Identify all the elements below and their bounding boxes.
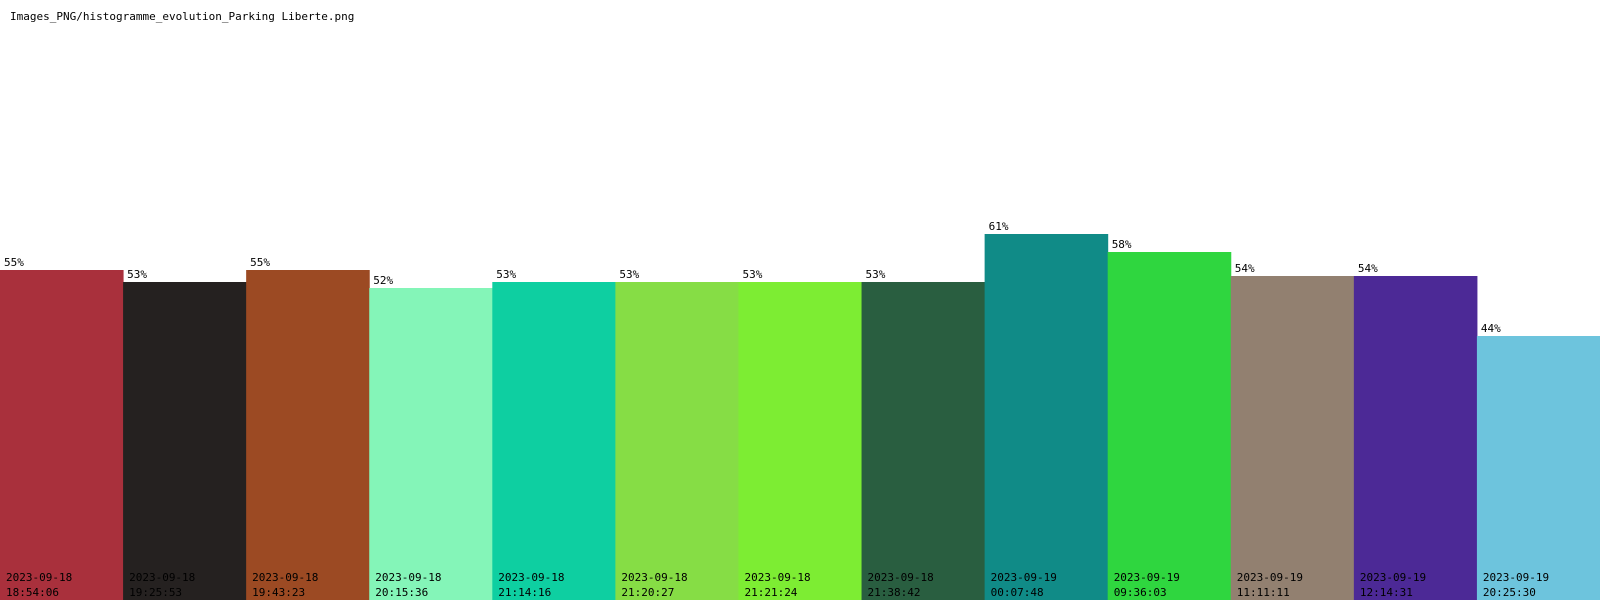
bar-time-label: 21:21:24	[744, 586, 797, 599]
bar-3	[369, 288, 493, 600]
bar-time-label: 09:36:03	[1114, 586, 1167, 599]
bar-5	[615, 282, 739, 600]
bar-9	[1107, 252, 1232, 600]
bar-value-label: 61%	[989, 220, 1009, 233]
bar-date-label: 2023-09-19	[1360, 571, 1426, 584]
bar-time-label: 18:54:06	[6, 586, 59, 599]
bar-6	[738, 282, 863, 600]
bar-time-label: 19:25:53	[129, 586, 182, 599]
bar-time-label: 11:11:11	[1237, 586, 1290, 599]
bar-date-label: 2023-09-19	[1237, 571, 1303, 584]
bar-date-label: 2023-09-19	[1483, 571, 1549, 584]
bar-8	[984, 234, 1109, 600]
bar-value-label: 54%	[1235, 262, 1255, 275]
bar-value-label: 53%	[619, 268, 639, 281]
bar-time-label: 20:25:30	[1483, 586, 1536, 599]
bar-value-label: 53%	[127, 268, 147, 281]
bar-12	[1476, 336, 1600, 600]
bar-date-label: 2023-09-18	[252, 571, 318, 584]
bar-value-label: 55%	[4, 256, 24, 269]
bar-date-label: 2023-09-18	[129, 571, 195, 584]
bar-value-label: 55%	[250, 256, 270, 269]
bar-10	[1230, 276, 1355, 600]
bar-11	[1353, 276, 1478, 600]
bar-value-label: 54%	[1358, 262, 1378, 275]
bar-time-label: 21:38:42	[868, 586, 921, 599]
bar-value-label: 53%	[742, 268, 762, 281]
bar-value-label: 58%	[1112, 238, 1132, 251]
bar-date-label: 2023-09-18	[744, 571, 810, 584]
bar-2	[246, 270, 370, 600]
bar-time-label: 21:20:27	[621, 586, 674, 599]
bar-date-label: 2023-09-19	[991, 571, 1057, 584]
bar-1	[123, 282, 247, 600]
bar-date-label: 2023-09-19	[1114, 571, 1180, 584]
bar-4	[492, 282, 616, 600]
bar-value-label: 44%	[1481, 322, 1501, 335]
bar-value-label: 52%	[373, 274, 393, 287]
bar-value-label: 53%	[866, 268, 886, 281]
bar-0	[0, 270, 124, 600]
image-filename-label: Images_PNG/histogramme_evolution_Parking…	[10, 10, 355, 23]
bar-time-label: 00:07:48	[991, 586, 1044, 599]
bar-7	[861, 282, 986, 600]
bar-date-label: 2023-09-18	[868, 571, 934, 584]
bar-value-label: 53%	[496, 268, 516, 281]
bar-time-label: 21:14:16	[498, 586, 551, 599]
bar-time-label: 19:43:23	[252, 586, 305, 599]
bar-time-label: 20:15:36	[375, 586, 428, 599]
bar-date-label: 2023-09-18	[6, 571, 72, 584]
bar-date-label: 2023-09-18	[621, 571, 687, 584]
bar-date-label: 2023-09-18	[375, 571, 441, 584]
bar-date-label: 2023-09-18	[498, 571, 564, 584]
bar-time-label: 12:14:31	[1360, 586, 1413, 599]
